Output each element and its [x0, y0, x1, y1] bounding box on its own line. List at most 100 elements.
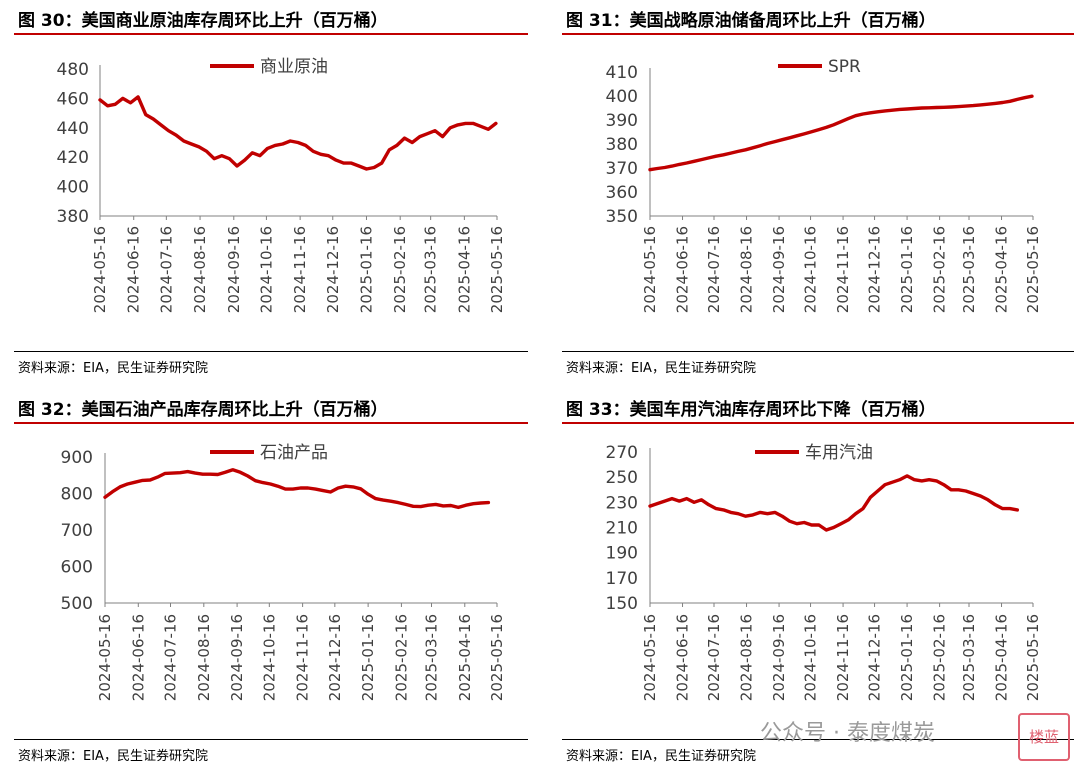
chart-spr: 350 360 370 380 390 400 410 2024-05-16 2024-06-1…: [606, 57, 1042, 313]
y-tick-label: 350: [606, 207, 638, 227]
x-tick-label: 2025-01-16: [357, 226, 375, 313]
y-tick-label: 420: [57, 148, 89, 168]
x-tick-label: 2024-06-16: [674, 614, 692, 701]
legend-label: 商业原油: [260, 57, 328, 77]
watermark-stamp: 楼蓝: [1018, 713, 1070, 761]
legend-label: 车用汽油: [805, 443, 873, 463]
y-tick-label: 360: [606, 183, 638, 203]
y-tick-label: 170: [606, 569, 638, 589]
x-tick-label: 2025-04-16: [993, 226, 1011, 313]
title-rule: [14, 33, 528, 35]
figure-title: 图 33：美国车用汽油库存周环比下降（百万桶）: [566, 400, 936, 420]
x-tick-label: 2025-03-16: [960, 226, 978, 313]
x-tick-label: 2024-11-16: [291, 226, 309, 313]
y-tick-label: 480: [57, 60, 89, 80]
source-note: 资料来源：EIA，民生证券研究院: [18, 361, 208, 376]
x-tick-label: 2024-10-16: [260, 614, 278, 701]
figure-title: 图 30：美国商业原油库存周环比上升（百万桶）: [18, 11, 388, 31]
x-tick-label: 2025-03-16: [422, 614, 440, 701]
x-tick-label: 2025-02-16: [392, 614, 410, 701]
x-tick-label: 2024-05-16: [641, 614, 659, 701]
x-tick-label: 2024-12-16: [866, 614, 884, 701]
source-note: 资料来源：EIA，民生证券研究院: [566, 749, 756, 764]
source-rule: [562, 351, 1074, 352]
x-tick-label: 2025-05-16: [488, 614, 506, 701]
x-tick-label: 2024-10-16: [802, 226, 820, 313]
y-tick-label: 500: [61, 594, 93, 614]
watermark-text: 公众号 · 泰度煤炭: [760, 721, 935, 746]
x-tick-label: 2024-07-16: [705, 226, 723, 313]
x-tick-label: 2025-04-16: [455, 226, 473, 313]
y-tick-label: 410: [606, 63, 638, 83]
x-tick-label: 2024-08-16: [191, 226, 209, 313]
source-rule: [14, 351, 528, 352]
x-tick-label: 2024-09-16: [770, 226, 788, 313]
figure-title: 图 31：美国战略原油储备周环比上升（百万桶）: [566, 11, 936, 31]
y-tick-label: 600: [61, 558, 93, 578]
y-tick-label: 460: [57, 89, 89, 109]
x-tick-label: 2024-05-16: [96, 614, 114, 701]
x-tick-label: 2025-04-16: [993, 614, 1011, 701]
y-tick-label: 400: [606, 87, 638, 107]
x-tick-label: 2024-09-16: [770, 614, 788, 701]
y-tick-label: 440: [57, 119, 89, 139]
source-rule: [562, 739, 1074, 740]
y-tick-label: 380: [606, 135, 638, 155]
chart-gasoline: 150 170 190 210 230 250 270 2024-05-16 2024-06-1…: [606, 443, 1042, 701]
x-tick-label: 2024-05-16: [641, 226, 659, 313]
x-tick-label: 2025-05-16: [488, 226, 506, 313]
chart-petroleum-products: 500 600 700 800 900 2024-05-16 2024-06-16 2024-…: [61, 443, 506, 701]
x-tick-label: 2025-04-16: [456, 614, 474, 701]
x-tick-label: 2025-05-16: [1024, 226, 1042, 313]
x-tick-label: 2024-06-16: [129, 614, 147, 701]
y-tick-label: 390: [606, 111, 638, 131]
x-tick-label: 2025-05-16: [1024, 614, 1042, 701]
y-tick-label: 190: [606, 544, 638, 564]
x-tick-label: 2025-02-16: [931, 226, 949, 313]
x-tick-label: 2025-01-16: [898, 614, 916, 701]
y-tick-label: 700: [61, 521, 93, 541]
x-tick-label: 2025-03-16: [960, 614, 978, 701]
series-line: [103, 468, 491, 510]
x-tick-label: 2024-09-16: [228, 614, 246, 701]
x-tick-label: 2024-10-16: [257, 226, 275, 313]
x-tick-label: 2024-08-16: [195, 614, 213, 701]
chart-commercial-crude: 380 400 420 440 460 480 2024-05-16 2024-06-16 20…: [57, 57, 506, 313]
title-rule: [562, 422, 1074, 424]
series-line: [648, 94, 1034, 172]
title-rule: [14, 422, 528, 424]
y-tick-label: 250: [606, 468, 638, 488]
source-rule: [14, 739, 528, 740]
x-tick-label: 2024-12-16: [326, 614, 344, 701]
x-tick-label: 2024-06-16: [674, 226, 692, 313]
title-rule: [562, 33, 1074, 35]
x-tick-label: 2025-01-16: [898, 226, 916, 313]
x-tick-label: 2025-02-16: [931, 614, 949, 701]
x-tick-label: 2024-11-16: [294, 614, 312, 701]
y-tick-label: 270: [606, 443, 638, 463]
x-tick-label: 2024-10-16: [802, 614, 820, 701]
y-tick-label: 800: [61, 485, 93, 505]
source-note: 资料来源：EIA，民生证券研究院: [18, 749, 208, 764]
x-tick-label: 2024-12-16: [324, 226, 342, 313]
y-tick-label: 370: [606, 159, 638, 179]
x-tick-label: 2024-07-16: [157, 226, 175, 313]
x-tick-label: 2025-03-16: [422, 226, 440, 313]
figure-title: 图 32：美国石油产品库存周环比上升（百万桶）: [18, 400, 388, 420]
legend-label: 石油产品: [260, 443, 328, 463]
y-tick-label: 230: [606, 493, 638, 513]
y-tick-label: 150: [606, 594, 638, 614]
y-tick-label: 400: [57, 178, 89, 198]
x-tick-label: 2024-09-16: [225, 226, 243, 313]
x-tick-label: 2025-01-16: [359, 614, 377, 701]
x-tick-label: 2024-08-16: [738, 614, 756, 701]
x-tick-label: 2024-11-16: [834, 226, 852, 313]
y-tick-label: 210: [606, 519, 638, 539]
x-tick-label: 2024-11-16: [834, 614, 852, 701]
source-note: 资料来源：EIA，民生证券研究院: [566, 361, 756, 376]
x-tick-label: 2025-02-16: [391, 226, 409, 313]
legend-label: SPR: [828, 57, 861, 77]
x-tick-label: 2024-06-16: [125, 226, 143, 313]
x-tick-label: 2024-12-16: [866, 226, 884, 313]
x-tick-label: 2024-05-16: [91, 226, 109, 313]
